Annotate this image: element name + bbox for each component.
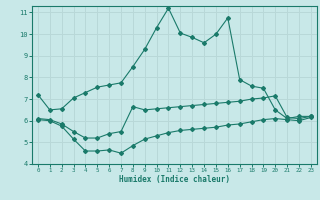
- X-axis label: Humidex (Indice chaleur): Humidex (Indice chaleur): [119, 175, 230, 184]
